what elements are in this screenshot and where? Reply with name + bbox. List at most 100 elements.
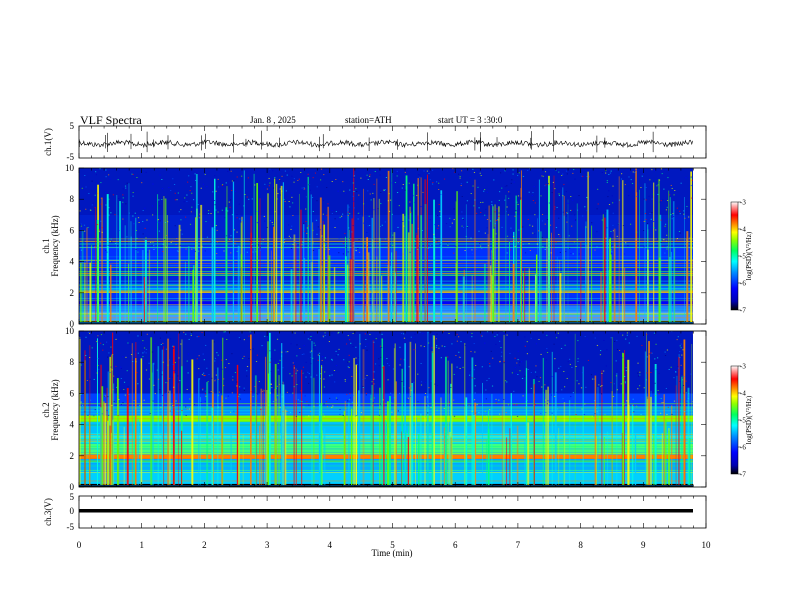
spectrogram-band [79,292,693,301]
spectrogram-speckle [672,216,675,218]
spectrogram-speckle [373,341,375,343]
spectrogram-streak [184,261,186,322]
spectrogram-speckle [643,387,645,389]
spectrogram-speckle [309,351,311,353]
spectrogram-streak [567,199,569,322]
spectrogram-streak [547,386,549,485]
spectrogram-speckle [233,395,235,397]
spectrogram-speckle [474,385,476,387]
spectrogram-speckle [331,406,333,408]
spectrogram-speckle [334,218,336,220]
spectrogram-speckle [670,184,672,186]
spectrogram-speckle [620,383,622,385]
spectrogram-speckle [231,190,233,191]
spectrogram-speckle [170,190,172,192]
spectrogram-speckle [568,358,571,360]
spectrogram-speckle [276,198,278,200]
spectrogram-speckle [505,246,508,248]
spectrogram-speckle [263,390,265,392]
spectrogram-speckle [690,373,692,375]
spectrogram-speckle [217,186,220,188]
spectrogram-speckle [506,185,508,187]
ch1-ylabel: ch.1(V) [43,128,53,156]
spectrogram-speckle [126,370,128,372]
spectrogram-streak [167,338,169,485]
spectrogram-speckle [201,331,203,333]
spectrogram-speckle [458,356,461,358]
spectrogram-speckle [152,400,154,402]
spectrogram-streak [491,249,493,322]
y-tick-label: 8 [70,357,75,367]
spectrogram-speckle [354,415,357,417]
spectrogram-streak [394,272,396,322]
spectrogram-speckle [91,347,93,349]
spectrogram-speckle [491,385,494,387]
spectrogram-streak [624,350,625,485]
ch1-spec-ylabel: Frequency (kHz) [50,215,60,276]
spectrogram-streak [474,179,476,322]
spectrogram-speckle [689,237,691,239]
spectrogram-streak [359,333,361,485]
spectrogram-speckle [154,393,156,395]
spectrogram-speckle [129,239,131,241]
spectrogram-speckle [378,414,380,416]
spectrogram-speckle [455,332,457,334]
spectrogram-speckle [115,338,117,340]
spectrogram-streak [134,358,137,485]
spectrogram-speckle [362,385,364,387]
spectrogram-speckle [355,188,357,190]
spectrogram-speckle [606,180,608,182]
panel-ch1-waveform: 5 -5 ch.1(V) [43,121,707,162]
spectrogram-speckle [109,178,111,180]
spectrogram-speckle [584,336,586,337]
spectrogram-streak [181,430,183,485]
spectrogram-speckle [506,206,508,208]
spectrogram-speckle [578,253,580,255]
spectrogram-speckle [679,380,681,382]
spectrogram-speckle [638,385,641,387]
spectrogram-speckle [648,195,650,197]
spectrogram-streak [95,208,97,322]
spectrogram-streak [627,359,630,485]
spectrogram-streak [681,375,683,485]
x-tick-label: 3 [265,540,270,550]
spectrogram-streak [362,216,364,322]
spectrogram-speckle [174,199,177,201]
spectrogram-speckle [675,370,677,372]
spectrogram-speckle [96,413,98,414]
spectrogram-speckle [566,173,568,175]
spectrogram-streak [674,248,676,322]
spectrogram-speckle [108,207,110,209]
spectrogram-speckle [616,339,618,341]
spectrogram-streak [395,381,397,485]
spectrogram-speckle [485,208,487,210]
spectrogram-streak [487,429,490,485]
spectrogram-speckle [514,215,516,217]
spectrogram-speckle [205,395,207,397]
spectrogram-speckle [90,399,92,401]
spectrogram-line [79,271,693,273]
spectrogram-speckle [373,383,375,385]
spectrogram-line [79,410,693,412]
spectrogram-streak [379,387,381,485]
spectrogram-streak [282,381,284,485]
spectrogram-speckle [581,408,583,410]
spectrogram-speckle [113,366,115,367]
spectrogram-speckle [456,366,458,368]
spectrogram-streak [553,175,555,322]
spectrogram-speckle [586,210,588,212]
spectrogram-speckle [183,331,185,333]
spectrogram-speckle [483,190,485,192]
spectrogram-streak [225,207,228,322]
spectrogram-speckle [594,413,596,415]
spectrogram-speckle [574,214,576,216]
spectrogram-speckle [561,389,563,391]
spectrogram-streak [524,267,526,322]
spectrogram-speckle [414,202,416,204]
spectrogram-speckle [553,343,555,345]
spectrogram-speckle [568,235,570,237]
spectrogram-speckle [358,239,360,241]
spectrogram-speckle [190,186,192,188]
spectrogram-speckle [127,386,129,387]
spectrogram-streak [195,173,198,322]
